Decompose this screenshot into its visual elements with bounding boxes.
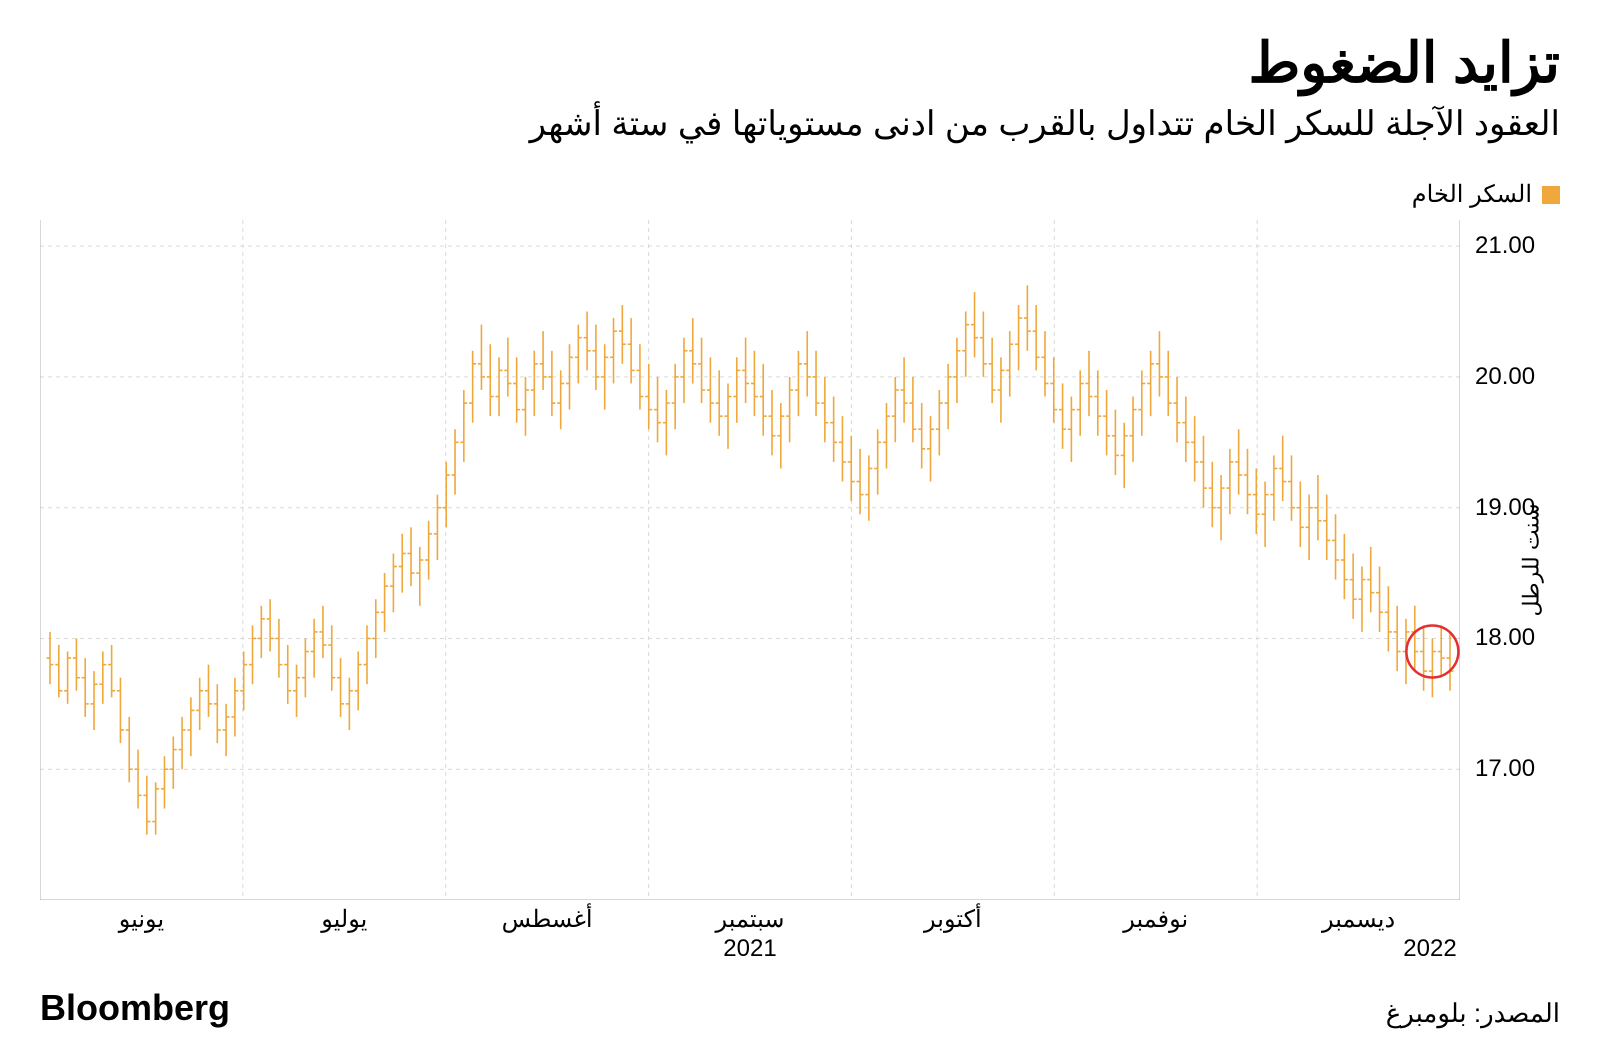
chart-subtitle: العقود الآجلة للسكر الخام تتداول بالقرب … [530,104,1560,144]
legend-swatch [1542,186,1560,204]
y-axis-title: سنت للرطل [1518,503,1544,616]
legend-label: السكر الخام [1412,180,1532,209]
x-tick-label: ديسمبر [1322,905,1395,934]
y-tick-label: 18.00 [1475,624,1535,652]
chart-area [40,220,1460,900]
chart-title: تزايد الضغوط [530,30,1560,96]
x-tick-label: نوفمبر [1123,905,1188,934]
x-axis-labels: يونيو يوليو أغسطس سبتمبر أكتوبر نوفمبر ديسمبر 2… [40,905,1460,965]
x-tick-label: أغسطس [502,905,593,934]
chart-header: تزايد الضغوط العقود الآجلة للسكر الخام ت… [530,30,1560,144]
y-axis-title-container: سنت للرطل [1560,220,1600,900]
x-year-label: 2021 [723,935,776,963]
x-tick-label: أكتوبر [924,905,982,934]
source-label: المصدر: بلومبرغ [1386,998,1560,1029]
chart-legend: السكر الخام [1412,180,1560,209]
brand-label: Bloomberg [40,987,230,1029]
x-tick-label: يونيو [119,905,164,934]
x-tick-label: سبتمبر [716,905,785,934]
chart-svg [40,220,1460,900]
x-tick-label: يوليو [321,905,367,934]
y-tick-label: 17.00 [1475,755,1535,783]
y-tick-label: 20.00 [1475,363,1535,391]
y-tick-label: 21.00 [1475,232,1535,260]
x-year-end-label: 2022 [1403,935,1456,963]
